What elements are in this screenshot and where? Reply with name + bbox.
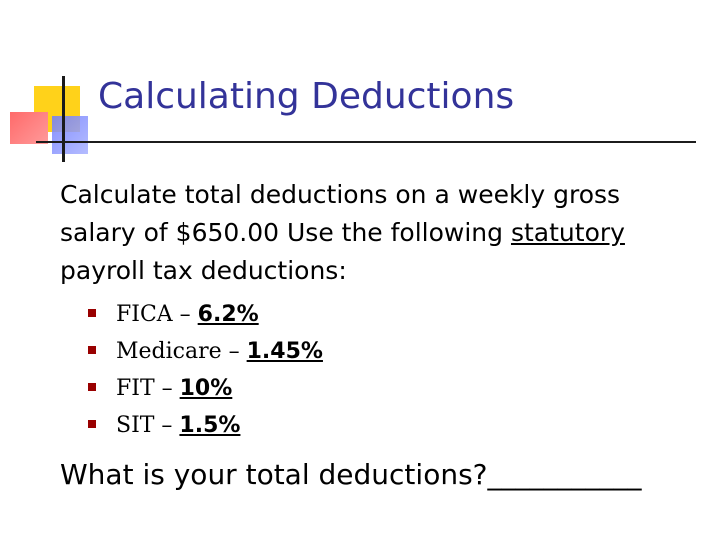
red-square-decoration — [10, 112, 48, 144]
slide-title: Calculating Deductions — [98, 76, 515, 117]
deduction-rate: 1.5% — [179, 413, 241, 438]
square-bullet-icon — [88, 420, 96, 428]
blue-square-decoration — [52, 116, 88, 154]
question-prompt: What is your total deductions?__________… — [60, 458, 642, 491]
deduction-list: FICA – 6.2% Medicare – 1.45% FIT – 10% S… — [88, 296, 323, 444]
list-item: FIT – 10% — [88, 370, 323, 407]
deduction-label: SIT – — [116, 413, 180, 438]
deduction-label: Medicare – — [116, 339, 247, 364]
title-divider — [36, 141, 696, 143]
square-bullet-icon — [88, 383, 96, 391]
intro-paragraph: Calculate total deductions on a weekly g… — [60, 176, 700, 290]
deduction-label: FICA – — [116, 302, 198, 327]
deduction-rate: 6.2% — [197, 302, 259, 327]
intro-underlined-word: statutory — [510, 218, 625, 247]
list-item: Medicare – 1.45% — [88, 333, 323, 370]
intro-text-start: Calculate total deductions on a weekly g… — [60, 180, 621, 247]
vertical-line-decoration — [62, 76, 65, 162]
list-item: SIT – 1.5% — [88, 407, 323, 444]
square-bullet-icon — [88, 309, 96, 317]
intro-text-end: payroll tax deductions: — [60, 256, 347, 285]
deduction-label: FIT – — [116, 376, 180, 401]
square-bullet-icon — [88, 346, 96, 354]
deduction-rate: 1.45% — [246, 339, 323, 364]
deduction-rate: 10% — [179, 376, 233, 401]
list-item: FICA – 6.2% — [88, 296, 323, 333]
slide-logo-decoration — [0, 0, 100, 170]
